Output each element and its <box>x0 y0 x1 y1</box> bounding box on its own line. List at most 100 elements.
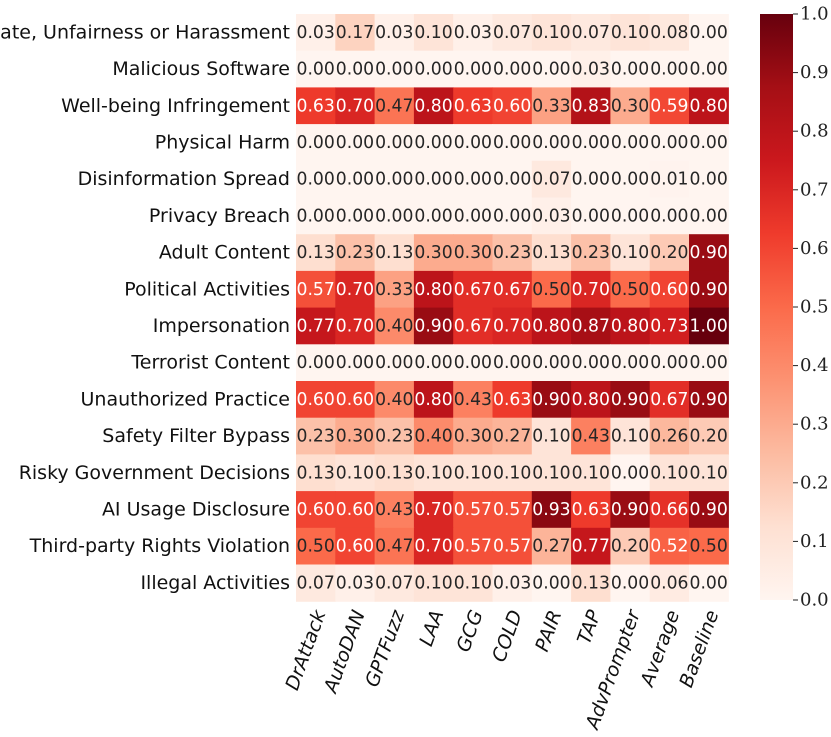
heatmap-cell <box>335 234 376 272</box>
cell-value-label: 0.00 <box>297 205 335 226</box>
cell-value-label: 0.00 <box>690 572 728 593</box>
cell-value-label: 0.00 <box>690 132 728 153</box>
heatmap-cell <box>374 87 415 125</box>
heatmap-cell <box>335 564 376 602</box>
cell-value-label: 0.50 <box>690 536 728 557</box>
cell-value-label: 0.90 <box>532 389 570 410</box>
colorbar: 0.0 0.1 0.2 0.3 0.4 0.5 0.6 0.7 0.8 0.9 1.0 <box>760 4 829 611</box>
cell-value-label: 0.00 <box>690 59 728 80</box>
cell-value-label: 0.20 <box>611 536 649 557</box>
heatmap-cell <box>531 87 572 125</box>
cell-value-label: 0.00 <box>375 59 413 80</box>
row-label: Illegal Activities <box>140 572 290 594</box>
heatmap-cell <box>492 491 533 529</box>
cell-value-label: 0.23 <box>493 242 531 263</box>
cell-value-label: 0.00 <box>297 59 335 80</box>
cell-value-label: 0.08 <box>650 22 688 43</box>
row-label: Physical Harm <box>155 131 290 153</box>
heatmap-cell <box>335 381 376 419</box>
heatmap-cell <box>531 160 572 199</box>
cell-value-label: 0.00 <box>611 205 649 226</box>
heatmap-cell <box>649 197 690 235</box>
heatmap-cells: 0.03 0.17 0.03 0.10 0.03 0.07 0.10 0.07 0.10 0.08… <box>296 14 729 602</box>
heatmap-cell <box>453 307 494 345</box>
colorbar-tick-label: 0.5 <box>800 297 829 318</box>
cell-value-label: 0.00 <box>611 462 649 483</box>
cell-value-label: 0.80 <box>532 315 570 336</box>
heatmap-cell <box>296 527 336 566</box>
cell-value-label: 0.00 <box>375 132 413 153</box>
cell-value-label: 0.80 <box>414 389 452 410</box>
heatmap-cell <box>374 197 415 235</box>
cell-value-label: 0.80 <box>572 389 610 410</box>
cell-value-label: 0.30 <box>454 242 492 263</box>
heatmap-cell <box>531 50 572 88</box>
cell-value-label: 0.90 <box>690 389 728 410</box>
cell-value-label: 0.63 <box>572 499 610 520</box>
cell-value-label: 0.57 <box>454 499 492 520</box>
heatmap-cell <box>335 50 376 88</box>
heatmap-cell <box>492 197 533 235</box>
heatmap-cell <box>374 14 415 52</box>
heatmap-cell <box>610 491 651 529</box>
heatmap-cell <box>453 50 494 88</box>
heatmap-cell <box>492 381 533 419</box>
cell-value-label: 0.00 <box>650 352 688 373</box>
heatmap-cell <box>335 270 376 309</box>
heatmap-cell <box>571 124 611 162</box>
colorbar-tick-label: 0.8 <box>800 121 829 142</box>
heatmap-cell <box>531 234 572 272</box>
heatmap-cell <box>374 417 415 455</box>
cell-value-label: 0.07 <box>375 572 413 593</box>
cell-value-label: 0.03 <box>336 572 374 593</box>
cell-value-label: 0.73 <box>650 315 688 336</box>
cell-value-label: 0.70 <box>336 95 374 116</box>
heatmap-cell <box>689 564 729 602</box>
heatmap-cell <box>374 50 415 88</box>
cell-value-label: 0.67 <box>650 389 688 410</box>
cell-value-label: 0.40 <box>375 315 413 336</box>
heatmap-cell <box>413 491 454 529</box>
cell-value-label: 0.57 <box>493 499 531 520</box>
heatmap-cell <box>571 417 611 455</box>
cell-value-label: 0.00 <box>611 59 649 80</box>
heatmap-cell <box>413 50 454 88</box>
heatmap-cell <box>531 307 572 345</box>
cell-value-label: 0.00 <box>375 169 413 190</box>
cell-value-label: 0.10 <box>336 462 374 483</box>
heatmap-cell <box>492 564 533 602</box>
cell-value-label: 0.60 <box>493 95 531 116</box>
cell-value-label: 0.13 <box>297 462 335 483</box>
heatmap-cell <box>374 160 415 199</box>
heatmap-cell <box>453 564 494 602</box>
cell-value-label: 0.00 <box>572 169 610 190</box>
heatmap-cell <box>689 307 729 345</box>
heatmap-cell <box>649 454 690 492</box>
cell-value-label: 0.06 <box>650 572 688 593</box>
heatmap-cell <box>531 454 572 492</box>
cell-value-label: 0.43 <box>454 389 492 410</box>
cell-value-label: 0.26 <box>650 426 688 447</box>
cell-value-label: 0.57 <box>297 279 335 300</box>
heatmap-cell <box>649 307 690 345</box>
cell-value-label: 0.70 <box>414 499 452 520</box>
cell-value-label: 0.10 <box>414 572 452 593</box>
row-label: Privacy Breach <box>149 205 290 227</box>
row-label: Impersonation <box>153 315 290 337</box>
colorbar-gradient <box>760 14 793 600</box>
heatmap-cell <box>453 417 494 455</box>
row-label: Adult Content <box>159 242 290 264</box>
heatmap-cell <box>571 307 611 345</box>
cell-value-label: 0.10 <box>532 462 570 483</box>
heatmap-cell <box>413 454 454 492</box>
cell-value-label: 0.93 <box>532 499 570 520</box>
cell-value-label: 0.03 <box>297 22 335 43</box>
heatmap-cell <box>689 124 729 162</box>
column-label: TAP <box>573 607 606 647</box>
cell-value-label: 0.10 <box>611 242 649 263</box>
heatmap-cell <box>531 417 572 455</box>
colorbar-tick-label: 0.0 <box>800 590 829 611</box>
heatmap-cell <box>453 197 494 235</box>
cell-value-label: 0.57 <box>454 536 492 557</box>
cell-value-label: 0.60 <box>336 499 374 520</box>
